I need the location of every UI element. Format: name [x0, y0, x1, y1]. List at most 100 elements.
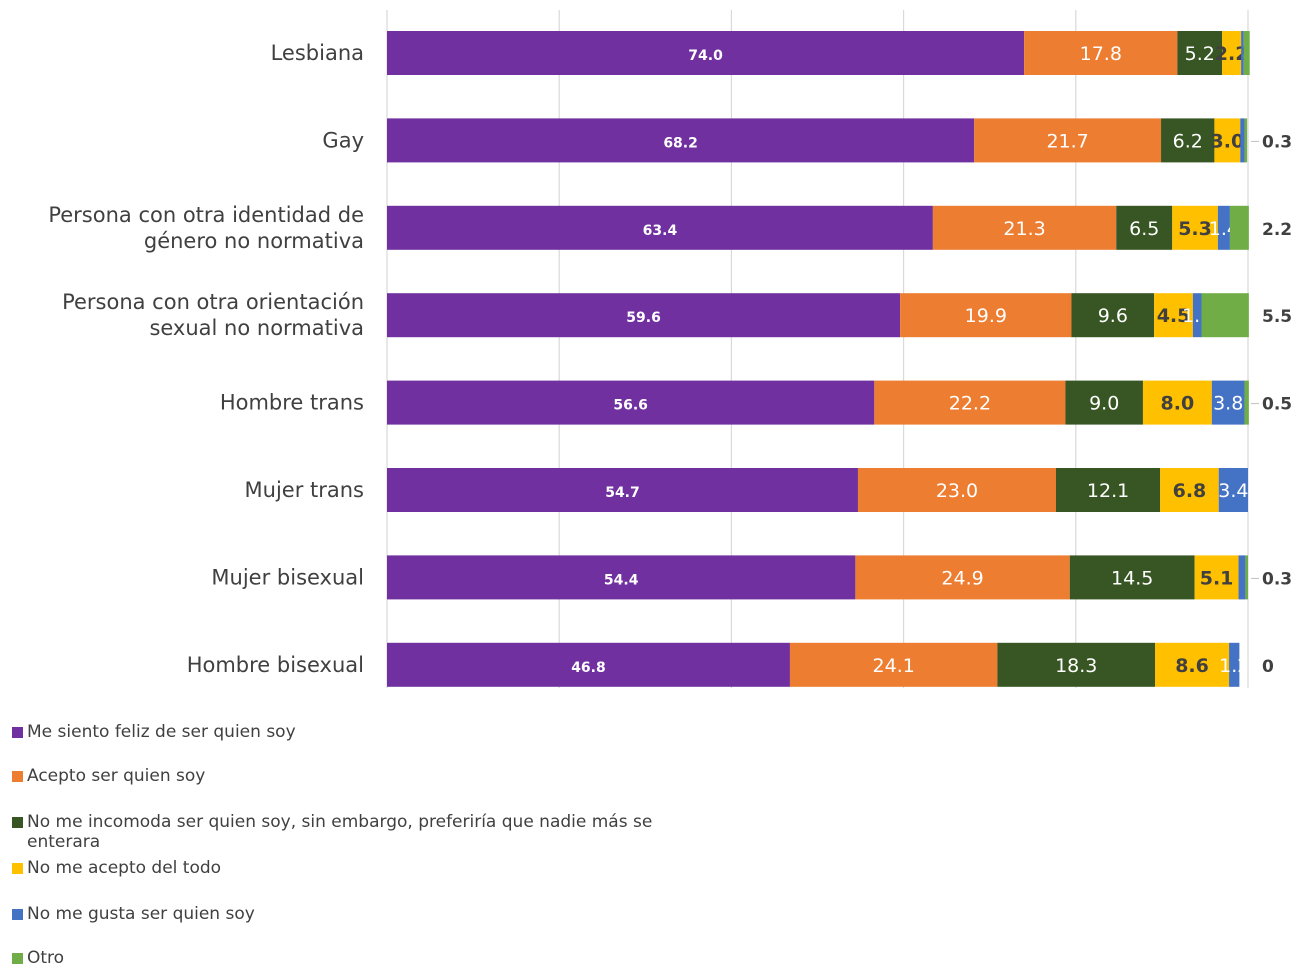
data-label: 21.3: [1003, 218, 1045, 240]
data-label: 21.7: [1046, 130, 1088, 152]
category-label-line: Hombre trans: [220, 391, 364, 415]
data-label: 54.7: [605, 485, 640, 501]
bar-segment: [387, 642, 790, 687]
bar-segment: [974, 118, 1162, 163]
legend-label: No me acepto del todo: [27, 858, 222, 878]
bar-segment: [1155, 642, 1230, 687]
bar-segment: [387, 31, 1025, 75]
data-label: 12.1: [1087, 480, 1129, 502]
data-label: 56.6: [613, 398, 648, 414]
bar-segment: [1241, 31, 1244, 75]
data-label: 6.8: [1173, 480, 1207, 502]
bar-segment: [1238, 555, 1246, 600]
legend-swatch: [12, 909, 23, 920]
bar-segment: [1160, 468, 1219, 512]
legend-label: No me gusta ser quien soy: [27, 904, 255, 924]
category-label: Persona con otra identidad de género no n…: [48, 203, 364, 253]
bar-segment: [857, 468, 1056, 512]
legend-item: Acepto ser quien soy: [12, 766, 717, 786]
data-label: 19.9: [965, 305, 1007, 327]
bar-segment: [387, 118, 975, 163]
bar-segment: [855, 555, 1070, 600]
legend-swatch: [12, 817, 23, 828]
data-label: 2.2: [1262, 220, 1292, 240]
bar-segment: [874, 380, 1066, 425]
legend-item: No me gusta ser quien soy: [12, 904, 717, 924]
stacked-bar-chart: 74.0 17.8 5.2 2.268.2 21.7 6.2 3.0 0.363.4 21.3 6…: [48, 10, 1292, 688]
category-label-line: género no normativa: [144, 229, 364, 253]
bar-segment: [1201, 293, 1249, 338]
data-label: 18.3: [1055, 655, 1097, 677]
category-labels: Lesbiana Gay Persona con otra identidad de…: [48, 41, 364, 677]
bar-segment: [1218, 468, 1248, 512]
bar-segment: [900, 293, 1072, 338]
bar-segment: [789, 642, 998, 687]
bar-segment: [1245, 555, 1248, 600]
legend-item: Otro: [12, 948, 717, 968]
data-label: 14.5: [1111, 567, 1153, 589]
data-label: 63.4: [643, 223, 678, 239]
bar-segment: [1142, 380, 1212, 425]
bar-segment: [1222, 31, 1242, 75]
bar-segment: [387, 380, 875, 425]
bars: 74.0 17.8 5.2 2.268.2 21.7 6.2 3.0 0.363.4 21.3 6…: [387, 31, 1292, 687]
bar-segment: [1229, 205, 1249, 250]
bar-segment: [1214, 118, 1241, 163]
bar-segment: [387, 468, 858, 512]
bar-segment: [997, 642, 1156, 687]
category-label-line: Gay: [322, 128, 364, 152]
category-label: Lesbiana: [271, 41, 364, 65]
bar-segment: [1194, 555, 1239, 600]
bar-segment: [387, 205, 933, 250]
data-label: 9.0: [1089, 393, 1119, 415]
category-label: Gay: [322, 128, 364, 152]
bar-segment: [1240, 118, 1245, 163]
legend-label: Me siento feliz de ser quien soy: [27, 722, 296, 742]
bar-segment: [1211, 380, 1245, 425]
bar-segment: [1217, 205, 1230, 250]
legend-swatch: [12, 771, 23, 782]
data-label: 46.8: [571, 660, 606, 676]
data-label: 9.6: [1098, 305, 1128, 327]
data-label: 8.6: [1175, 655, 1209, 677]
data-label: 74.0: [688, 48, 723, 64]
category-label: Mujer trans: [245, 478, 364, 502]
category-label-line: Mujer trans: [245, 478, 364, 502]
data-label: 5.5: [1262, 307, 1292, 327]
data-label: 0.3: [1262, 132, 1292, 152]
data-label: 22.2: [949, 393, 991, 415]
data-label: 59.6: [626, 310, 661, 326]
bar-segment: [387, 293, 901, 338]
data-label: 8.0: [1161, 393, 1195, 415]
bar-segment: [387, 555, 856, 600]
bar-segment: [1243, 31, 1250, 75]
data-label: 0.3: [1262, 569, 1292, 589]
bar-segment: [1116, 205, 1173, 250]
legend-swatch: [12, 953, 23, 964]
bar-segment: [1244, 380, 1249, 425]
legend-label: No me incomoda ser quien soy, sin embarg…: [27, 812, 653, 852]
data-label: 1.2: [1219, 655, 1249, 677]
data-label: 17.8: [1080, 43, 1122, 65]
bar-segment: [1154, 293, 1193, 338]
legend-label: Otro: [27, 948, 65, 968]
legend-item: Me siento feliz de ser quien soy: [12, 722, 717, 742]
bar-segment: [1172, 205, 1218, 250]
bar-segment: [1024, 31, 1178, 75]
bar-segment: [1069, 555, 1195, 600]
data-label: 3.4: [1218, 480, 1248, 502]
bar-segment: [1177, 31, 1223, 75]
data-label: 5.2: [1185, 43, 1215, 65]
data-label: 24.9: [941, 567, 983, 589]
data-label: 0: [1262, 657, 1274, 677]
data-label: 5.1: [1200, 567, 1234, 589]
data-label: 23.0: [936, 480, 978, 502]
category-label: Mujer bisexual: [211, 565, 364, 589]
data-label: 2.2: [1215, 43, 1249, 65]
category-label-line: sexual no normativa: [149, 316, 364, 340]
data-label: 6.5: [1129, 218, 1159, 240]
data-label: 6.2: [1173, 130, 1203, 152]
data-label: 24.1: [873, 655, 915, 677]
category-label: Hombre trans: [220, 391, 364, 415]
category-label-line: Persona con otra orientación: [62, 290, 364, 314]
